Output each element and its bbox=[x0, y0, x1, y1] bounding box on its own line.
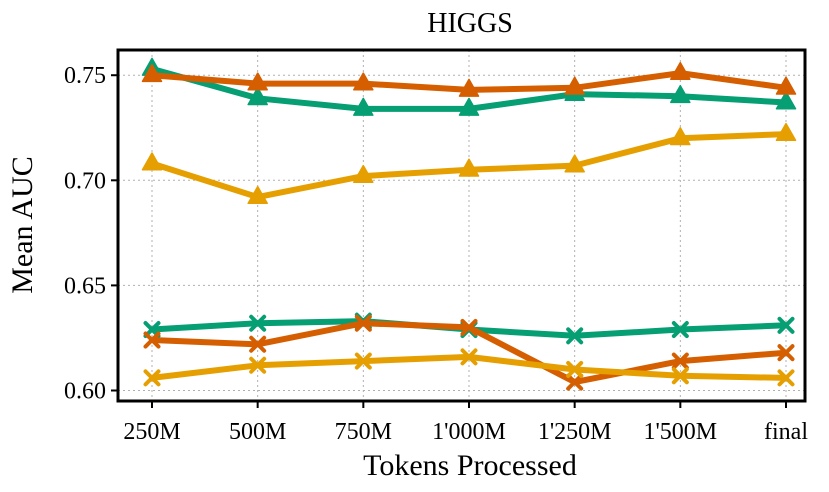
data-point bbox=[247, 72, 268, 91]
data-point bbox=[247, 87, 268, 106]
x-axis-title: Tokens Processed bbox=[363, 449, 577, 482]
data-point bbox=[460, 318, 478, 336]
data-point bbox=[353, 97, 374, 116]
data-point bbox=[670, 61, 691, 81]
x-tick-label: 500M bbox=[229, 419, 286, 445]
y-tick-label: 0.70 bbox=[64, 168, 106, 194]
x-tick-label: 1'500M bbox=[643, 419, 717, 445]
data-point bbox=[249, 356, 267, 374]
chart-title: HIGGS bbox=[427, 8, 513, 39]
data-point bbox=[777, 316, 795, 334]
data-point bbox=[775, 91, 797, 110]
x-tick-label: 1'000M bbox=[432, 419, 506, 445]
data-point bbox=[353, 164, 374, 184]
series-vermilion-x bbox=[143, 314, 795, 391]
series-layer bbox=[141, 57, 797, 391]
series-orange-x bbox=[143, 348, 795, 387]
grid bbox=[118, 50, 805, 401]
data-point bbox=[671, 352, 689, 370]
data-point bbox=[354, 352, 372, 370]
data-point bbox=[777, 344, 795, 362]
data-point bbox=[566, 360, 584, 378]
axis-ticks: 250M 500M 750M 1'000M 1'250M 1'500M final 0.60 0… bbox=[64, 63, 808, 445]
data-point bbox=[141, 152, 163, 171]
data-point bbox=[564, 76, 585, 95]
data-point bbox=[249, 335, 267, 353]
data-point bbox=[777, 369, 795, 387]
data-point bbox=[458, 78, 480, 97]
x-tick-label: 750M bbox=[335, 419, 392, 445]
data-point bbox=[564, 154, 585, 173]
y-tick-label: 0.75 bbox=[64, 63, 106, 89]
data-point bbox=[458, 97, 480, 116]
data-point bbox=[671, 321, 689, 339]
data-point bbox=[566, 327, 584, 345]
y-tick-label: 0.65 bbox=[64, 273, 106, 299]
data-point bbox=[460, 348, 478, 366]
data-point bbox=[671, 367, 689, 385]
y-axis-title: Mean AUC bbox=[6, 156, 39, 294]
data-point bbox=[354, 314, 372, 332]
data-point bbox=[143, 331, 161, 349]
data-point bbox=[670, 127, 691, 146]
data-point bbox=[775, 122, 797, 142]
data-point bbox=[566, 373, 584, 391]
data-point bbox=[353, 72, 374, 91]
data-point bbox=[247, 185, 268, 205]
x-tick-label: 250M bbox=[123, 419, 180, 445]
plot-frame bbox=[116, 48, 807, 403]
x-tick-label: final bbox=[764, 419, 808, 445]
data-point bbox=[141, 63, 163, 83]
data-point bbox=[249, 314, 267, 332]
series-vermilion-triangle bbox=[141, 61, 797, 97]
data-point bbox=[458, 158, 480, 177]
y-tick-label: 0.60 bbox=[64, 378, 106, 404]
data-point bbox=[143, 369, 161, 387]
data-point bbox=[670, 84, 691, 104]
series-orange-triangle bbox=[141, 122, 797, 205]
data-point bbox=[775, 76, 797, 95]
x-tick-label: 1'250M bbox=[538, 419, 612, 445]
